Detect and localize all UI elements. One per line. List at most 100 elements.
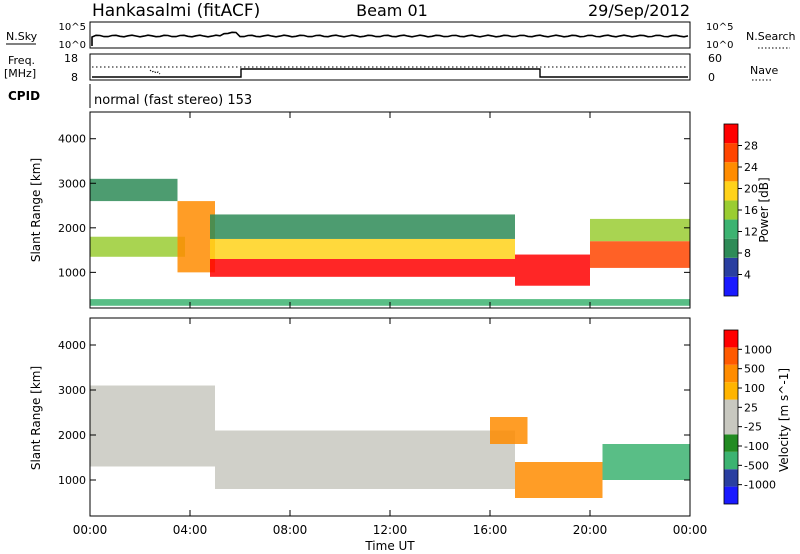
- x-tick-label: 20:00: [573, 523, 608, 537]
- velocity-colorbar: 1000 500 100 25 -25 -100 -500 -1000: [723, 329, 776, 505]
- velocity-x-axis: 00:00 04:00 08:00 12:00 16:00 20:00 00:00: [73, 318, 708, 537]
- nsky-tick-top: 10^5: [59, 22, 86, 33]
- colorbar-tick-label: 16: [744, 204, 758, 217]
- x-tick-label: 12:00: [373, 523, 408, 537]
- cpid-label: CPID: [8, 89, 40, 103]
- heatmap-band: [90, 236, 185, 257]
- colorbar-tick-label: 500: [744, 363, 765, 376]
- colorbar-swatch: [724, 417, 738, 435]
- colorbar-tick-label: -1000: [744, 479, 776, 492]
- colorbar-tick-label: 25: [744, 401, 758, 414]
- nsearch-label: N.Search: [746, 30, 796, 43]
- power-y-axis: 1000 2000 3000 4000: [58, 133, 690, 279]
- freq-panel: Freq. [MHz] 18 8 60 0 Nave: [4, 52, 778, 84]
- colorbar-swatch: [724, 238, 738, 258]
- nave-tick-bottom: 0: [708, 71, 715, 84]
- x-tick-label: 00:00: [73, 523, 108, 537]
- velocity-y-label: Slant Range [km]: [29, 366, 43, 470]
- power-panel: 1000 2000 3000 4000 Slant Range [km] 4 8 12 16…: [29, 111, 771, 309]
- x-tick-label: 04:00: [173, 523, 208, 537]
- y-tick-label: 1000: [58, 474, 86, 487]
- colorbar-swatch: [724, 219, 738, 239]
- heatmap-band: [210, 238, 515, 259]
- colorbar-tick-label: 12: [744, 226, 758, 239]
- y-tick-label: 3000: [58, 384, 86, 397]
- date-title: 29/Sep/2012: [588, 1, 690, 20]
- y-tick-label: 2000: [58, 429, 86, 442]
- power-colorbar: 4 8 12 16 20 24 28: [723, 123, 758, 297]
- velocity-y-axis: 1000 2000 3000 4000: [58, 339, 690, 487]
- colorbar-tick-label: 24: [744, 161, 758, 174]
- power-colorbar-label: Power [dB]: [757, 177, 771, 242]
- heatmap-band: [210, 214, 515, 239]
- x-tick-label: 16:00: [473, 523, 508, 537]
- freq-scatter: [149, 69, 161, 75]
- colorbar-swatch: [724, 399, 738, 417]
- time-axis-label: Time UT: [364, 539, 415, 553]
- freq-trace: [92, 68, 688, 78]
- heatmap-band: [177, 201, 215, 273]
- colorbar-tick-label: -500: [744, 459, 769, 472]
- power-heatmap: [90, 178, 690, 306]
- velocity-heatmap: [90, 385, 690, 498]
- freq-tick-top: 18: [64, 52, 78, 65]
- colorbar-swatch: [724, 330, 738, 348]
- cpid-text: normal (fast stereo) 153: [94, 93, 252, 108]
- x-tick-label: 08:00: [273, 523, 308, 537]
- heatmap-band: [90, 178, 178, 202]
- nsky-tick-bottom: 10^0: [59, 40, 86, 51]
- nsky-trace: [91, 31, 689, 46]
- y-tick-label: 1000: [58, 266, 86, 279]
- colorbar-swatch: [724, 276, 738, 296]
- noise-panel: N.Sky 10^5 10^0 10^5 10^0 N.Search: [6, 21, 796, 51]
- colorbar-swatch: [724, 469, 738, 487]
- colorbar-tick-label: 1000: [744, 343, 772, 356]
- velocity-colorbar-label: Velocity [m s^-1]: [777, 368, 791, 472]
- nave-tick-top: 60: [708, 52, 722, 65]
- heatmap-band: [215, 430, 515, 489]
- colorbar-tick-label: 8: [744, 247, 751, 260]
- colorbar-swatch: [724, 486, 738, 504]
- colorbar-swatch: [724, 451, 738, 470]
- colorbar-swatch: [724, 162, 738, 182]
- heatmap-band: [210, 259, 515, 277]
- colorbar-tick-label: 100: [744, 382, 765, 395]
- nsearch-tick-bottom: 10^0: [706, 40, 733, 51]
- velocity-panel: 1000 2000 3000 4000 00:00 04:00 08:00 12:00 16:…: [29, 317, 791, 553]
- power-y-label: Slant Range [km]: [29, 158, 43, 262]
- heatmap-band: [590, 241, 690, 268]
- heatmap-band: [590, 218, 690, 242]
- heatmap-band: [515, 254, 590, 286]
- y-tick-label: 2000: [58, 222, 86, 235]
- nave-label: Nave: [750, 64, 778, 77]
- colorbar-swatch: [724, 347, 738, 365]
- y-tick-label: 4000: [58, 133, 86, 146]
- nsearch-tick-top: 10^5: [706, 22, 733, 33]
- freq-label: Freq.: [8, 54, 35, 67]
- colorbar-tick-label: 20: [744, 183, 758, 196]
- colorbar-swatch: [724, 143, 738, 163]
- colorbar-tick-label: -100: [744, 440, 769, 453]
- heatmap-band: [602, 444, 690, 480]
- heatmap-band: [515, 462, 603, 498]
- colorbar-tick-label: 4: [744, 269, 751, 282]
- colorbar-swatch: [724, 434, 738, 452]
- heatmap-band: [490, 417, 528, 444]
- x-tick-label: 00:00: [673, 523, 708, 537]
- station-title: Hankasalmi (fitACF): [92, 1, 260, 21]
- colorbar-swatch: [724, 124, 738, 144]
- colorbar-swatch: [724, 181, 738, 201]
- freq-unit-label: [MHz]: [4, 67, 36, 80]
- colorbar-tick-label: 28: [744, 140, 758, 153]
- nsky-label: N.Sky: [6, 30, 38, 43]
- colorbar-tick-label: -25: [744, 421, 762, 434]
- colorbar-swatch: [724, 364, 738, 383]
- colorbar-swatch: [724, 200, 738, 220]
- beam-title: Beam 01: [356, 1, 428, 20]
- y-tick-label: 4000: [58, 339, 86, 352]
- y-tick-label: 3000: [58, 177, 86, 190]
- colorbar-swatch: [724, 382, 738, 400]
- colorbar-swatch: [724, 257, 738, 277]
- heatmap-band: [90, 385, 215, 467]
